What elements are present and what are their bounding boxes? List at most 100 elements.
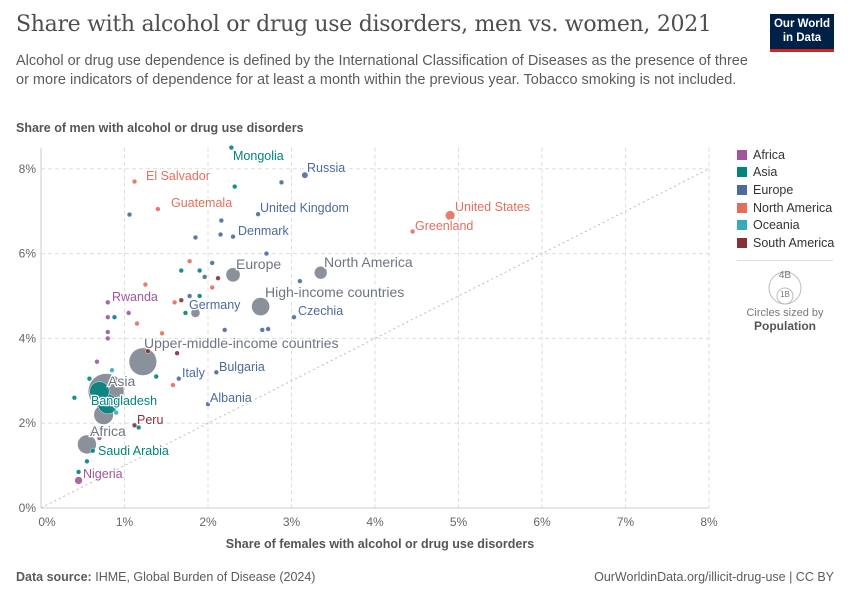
data-point [105,314,111,320]
y-tick-label: 0% [19,501,37,515]
data-point [84,458,90,464]
data-point-albania [205,401,211,407]
data-point [178,267,184,274]
data-point [259,327,265,333]
point-label: El Salvador [146,169,210,183]
data-point [153,373,159,380]
data-point [134,320,140,327]
legend-item[interactable]: Asia [737,164,834,182]
legend-item[interactable]: Europe [737,181,834,199]
data-point [187,293,193,299]
size-legend-big: 4B [779,270,792,281]
data-point [209,284,215,291]
legend-item[interactable]: Africa [737,146,834,164]
point-label: Bangladesh [91,394,157,408]
data-point [111,314,118,320]
data-point [75,469,82,475]
color-legend: Africa Asia Europe North America Oceania Sout… [737,146,834,252]
data-point [142,281,148,288]
owid-logo[interactable]: Our World in Data [770,14,834,52]
data-point [209,260,215,266]
x-tick-label: 2% [199,515,217,529]
point-label: Asia [108,373,135,389]
x-tick-label: 6% [533,515,551,529]
data-source: Data source: IHME, Global Burden of Dise… [16,570,315,584]
data-point-europe [225,267,241,283]
point-label: Germany [189,298,241,312]
point-label: Upper-middle-income countries [144,335,339,351]
data-point-north-america [314,266,328,280]
point-label: Albania [210,391,252,405]
data-point [222,327,228,333]
data-point [145,348,151,354]
data-point-united-kingdom [255,211,261,217]
data-point [90,431,96,437]
data-point [89,381,110,402]
source-text[interactable]: IHME, Global Burden of Disease (2024) [95,570,316,584]
data-point [232,184,238,190]
data-point-denmark [230,234,236,240]
data-point [176,340,182,346]
data-point [197,267,203,274]
size-legend-caption: Circles sized by [746,307,824,319]
data-point-italy [176,376,182,382]
data-point [126,310,132,316]
point-label: Italy [182,366,206,380]
y-tick-label: 4% [19,331,37,345]
point-label: North America [324,254,413,270]
point-label: Africa [90,423,126,439]
data-point-high-income-countries [251,297,270,316]
data-point [215,275,221,281]
data-point-nigeria [74,476,83,485]
y-tick-label: 6% [19,247,37,261]
legend-item[interactable]: South America [737,234,834,252]
size-legend-small: 1B [780,290,790,299]
point-label: Russia [307,161,345,175]
data-point-rwanda [105,299,111,305]
point-label: Rwanda [112,290,158,304]
data-point [192,234,199,241]
data-point [202,274,208,280]
data-point [197,293,203,299]
data-point [94,359,100,365]
legend-swatch [737,202,747,213]
data-point [159,330,165,336]
data-point [109,367,115,373]
point-label: High-income countries [265,284,404,300]
legend-item[interactable]: North America [737,199,834,217]
size-legend-small-circle [776,287,794,305]
data-point [96,435,103,441]
data-point-upper-middle-income-countries [128,347,157,376]
legend-item[interactable]: Oceania [737,216,834,234]
data-point-russia [301,171,309,179]
y-axis-label: Share of men with alcohol or drug use di… [16,121,304,135]
data-point [170,382,176,388]
data-point-peru [131,422,138,428]
data-point [263,251,270,257]
legend-label: South America [753,235,835,250]
legend-swatch [737,184,747,195]
data-point [105,329,111,335]
data-point [265,326,271,332]
point-label: Nigeria [83,467,123,481]
legend-label: Europe [753,182,794,197]
data-point-mongolia [228,145,234,151]
size-legend: 4B 1B Circles sized by Population [737,260,833,333]
chart-title: Share with alcohol or drug use disorders… [16,12,712,37]
x-tick-label: 8% [700,515,718,529]
point-label: United Kingdom [260,201,349,215]
data-point [105,335,111,342]
data-point [187,258,193,264]
footer-link[interactable]: OurWorldinData.org/illicit-drug-use | CC… [594,570,834,584]
data-point [71,395,78,401]
data-point [126,211,133,218]
point-label: United States [455,200,530,214]
y-tick-label: 8% [19,162,37,176]
size-legend-variable[interactable]: Population [754,319,816,333]
data-point [218,217,224,224]
legend-label: Africa [753,147,785,162]
legend-swatch [737,237,747,248]
x-axis-label: Share of females with alcohol or drug us… [225,537,535,551]
data-point-guatemala [155,206,161,212]
